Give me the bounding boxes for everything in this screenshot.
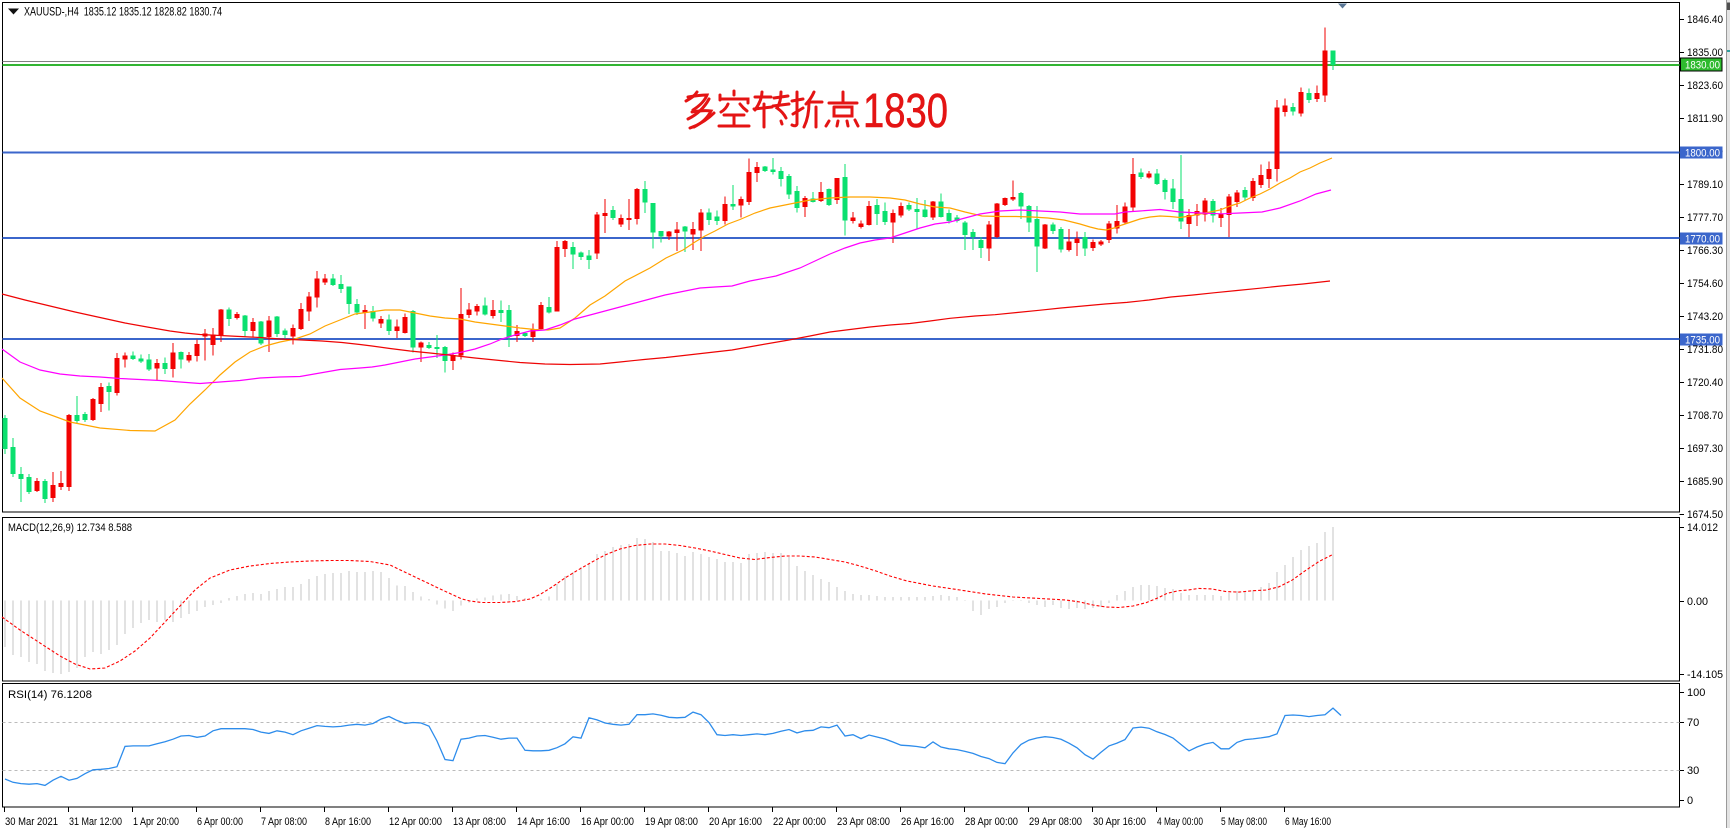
- svg-text:1708.70: 1708.70: [1687, 410, 1723, 422]
- svg-text:19 Apr 08:00: 19 Apr 08:00: [645, 816, 698, 828]
- svg-text:20 Apr 16:00: 20 Apr 16:00: [709, 816, 762, 828]
- svg-text:1674.50: 1674.50: [1687, 509, 1723, 521]
- svg-text:22 Apr 00:00: 22 Apr 00:00: [773, 816, 826, 828]
- svg-text:1735.00: 1735.00: [1685, 335, 1720, 347]
- svg-text:29 Apr 08:00: 29 Apr 08:00: [1029, 816, 1082, 828]
- svg-text:30 Mar 2021: 30 Mar 2021: [5, 816, 58, 828]
- svg-text:1830.00: 1830.00: [1685, 60, 1720, 72]
- svg-text:1754.60: 1754.60: [1687, 278, 1723, 290]
- svg-text:1 Apr 20:00: 1 Apr 20:00: [133, 816, 179, 828]
- svg-text:12 Apr 00:00: 12 Apr 00:00: [389, 816, 442, 828]
- svg-text:1777.70: 1777.70: [1687, 212, 1723, 224]
- svg-text:1830: 1830: [863, 85, 948, 138]
- svg-text:30: 30: [1687, 765, 1699, 777]
- svg-text:23 Apr 08:00: 23 Apr 08:00: [837, 816, 890, 828]
- svg-text:13 Apr 08:00: 13 Apr 08:00: [453, 816, 506, 828]
- svg-text:MACD(12,26,9) 12.734 8.588: MACD(12,26,9) 12.734 8.588: [8, 522, 132, 534]
- svg-text:1789.10: 1789.10: [1687, 179, 1723, 191]
- svg-text:1823.60: 1823.60: [1687, 80, 1723, 92]
- svg-text:26 Apr 16:00: 26 Apr 16:00: [901, 816, 954, 828]
- svg-text:RSI(14) 76.1208: RSI(14) 76.1208: [8, 689, 92, 701]
- svg-text:1811.90: 1811.90: [1687, 113, 1723, 125]
- svg-text:100: 100: [1687, 687, 1705, 699]
- svg-text:30 Apr 16:00: 30 Apr 16:00: [1093, 816, 1146, 828]
- svg-text:5 May 08:00: 5 May 08:00: [1221, 816, 1267, 828]
- svg-text:31 Mar 12:00: 31 Mar 12:00: [69, 816, 122, 828]
- svg-text:70: 70: [1687, 717, 1699, 729]
- svg-text:1800.00: 1800.00: [1685, 148, 1720, 160]
- svg-text:7 Apr 08:00: 7 Apr 08:00: [261, 816, 307, 828]
- svg-text:14.012: 14.012: [1687, 522, 1718, 534]
- svg-text:14 Apr 16:00: 14 Apr 16:00: [517, 816, 570, 828]
- svg-text:1731.80: 1731.80: [1687, 344, 1723, 356]
- svg-text:6 Apr 00:00: 6 Apr 00:00: [197, 816, 243, 828]
- svg-text:8 Apr 16:00: 8 Apr 16:00: [325, 816, 371, 828]
- svg-text:4 May 00:00: 4 May 00:00: [1157, 816, 1203, 828]
- svg-text:6 May 16:00: 6 May 16:00: [1285, 816, 1331, 828]
- svg-text:0.00: 0.00: [1687, 596, 1708, 608]
- svg-text:0: 0: [1687, 795, 1693, 807]
- svg-text:1685.90: 1685.90: [1687, 476, 1723, 488]
- svg-text:1835.00: 1835.00: [1687, 47, 1723, 59]
- svg-text:1770.00: 1770.00: [1685, 234, 1720, 246]
- svg-text:1766.30: 1766.30: [1687, 245, 1723, 257]
- svg-text:1720.40: 1720.40: [1687, 377, 1723, 389]
- svg-text:XAUUSD-,H4 1835.12 1835.12 18: XAUUSD-,H4 1835.12 1835.12 1828.82 1830.…: [24, 5, 222, 19]
- svg-text:28 Apr 00:00: 28 Apr 00:00: [965, 816, 1018, 828]
- svg-text:-14.105: -14.105: [1687, 669, 1723, 681]
- svg-text:1846.40: 1846.40: [1687, 14, 1723, 26]
- svg-text:1743.20: 1743.20: [1687, 311, 1723, 323]
- svg-text:1697.30: 1697.30: [1687, 443, 1723, 455]
- svg-text:16 Apr 00:00: 16 Apr 00:00: [581, 816, 634, 828]
